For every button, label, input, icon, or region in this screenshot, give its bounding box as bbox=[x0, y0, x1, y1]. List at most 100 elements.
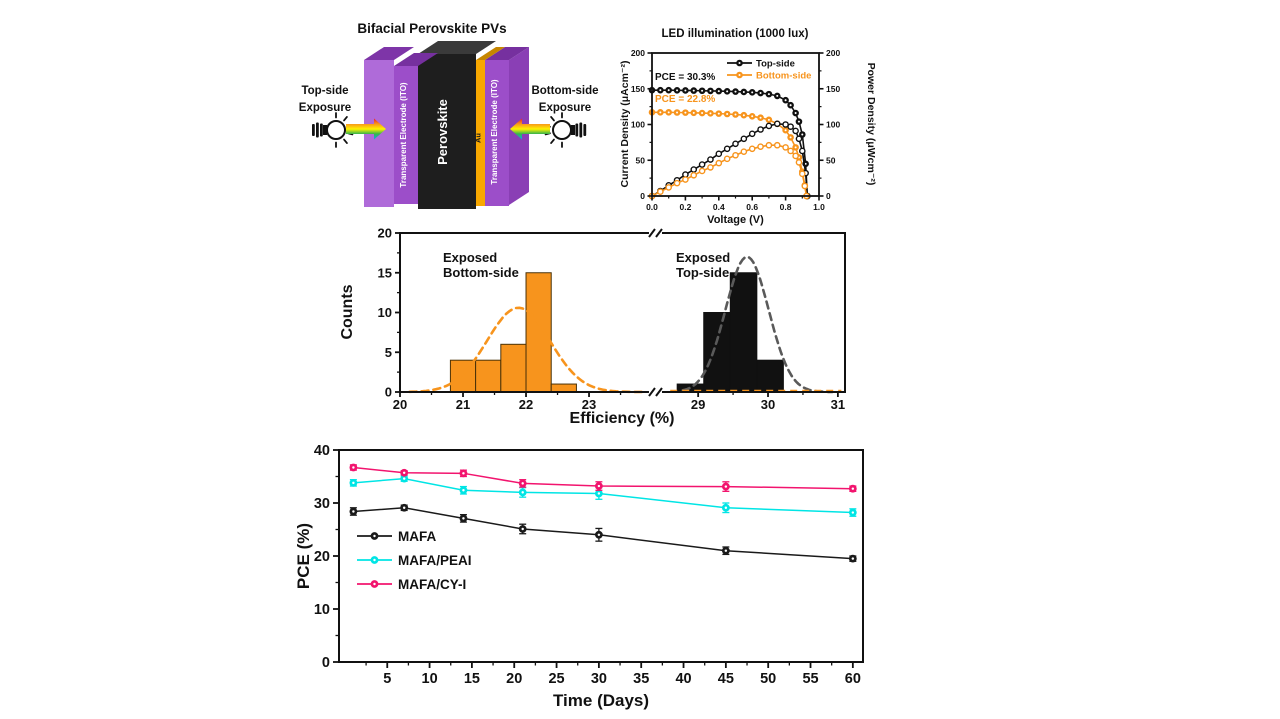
histogram-top-side bbox=[676, 272, 784, 393]
layer-top-face bbox=[476, 47, 505, 60]
data-marker bbox=[707, 156, 714, 163]
data-marker-center bbox=[724, 549, 728, 552]
x-tick-label: 10 bbox=[422, 671, 438, 687]
data-marker bbox=[757, 143, 764, 150]
x-tick-label: 31 bbox=[831, 397, 845, 412]
data-marker-center bbox=[684, 89, 687, 92]
diagram-title: Bifacial Perovskite PVs bbox=[357, 21, 506, 36]
line bbox=[550, 116, 555, 122]
histogram-bar bbox=[500, 343, 527, 393]
data-marker-center bbox=[373, 534, 376, 538]
data-marker bbox=[801, 182, 809, 190]
x-tick-label: 21 bbox=[456, 397, 470, 412]
x-tick-label: 0.4 bbox=[713, 202, 725, 212]
gauss-fit-bottom-side bbox=[408, 306, 644, 394]
data-marker bbox=[787, 147, 794, 155]
bottom-side-exposure-label: Bottom-side bbox=[531, 85, 598, 97]
data-marker bbox=[698, 167, 706, 175]
data-marker bbox=[715, 159, 723, 167]
layer-front-face bbox=[476, 60, 485, 206]
x-tick-label: 1.0 bbox=[813, 202, 825, 212]
data-marker bbox=[782, 144, 789, 151]
bottom-side-exposure-label: Exposure bbox=[539, 102, 591, 114]
data-marker-center bbox=[659, 89, 662, 92]
x-tick-label: 0.6 bbox=[746, 202, 758, 212]
x-tick-label: 20 bbox=[393, 397, 407, 412]
x-tick-label: 30 bbox=[761, 397, 775, 412]
data-marker-center bbox=[759, 92, 762, 95]
data-marker-center bbox=[352, 481, 355, 485]
series-mafa-peai bbox=[349, 474, 857, 517]
au-label: Au bbox=[474, 133, 483, 143]
data-marker bbox=[723, 145, 731, 153]
axis-break-mask bbox=[648, 388, 662, 396]
data-marker-center bbox=[724, 506, 728, 509]
data-marker-center bbox=[402, 506, 406, 509]
right-rainbow-arrow-icon bbox=[510, 118, 550, 140]
data-marker-center bbox=[789, 104, 792, 107]
top-side-exposure-label: Exposure bbox=[299, 102, 351, 114]
data-marker-center bbox=[521, 482, 524, 485]
line bbox=[343, 116, 348, 122]
data-marker-center bbox=[659, 111, 662, 114]
layer-front-face bbox=[418, 54, 476, 209]
data-marker-center bbox=[692, 111, 695, 114]
layer-top-face bbox=[485, 47, 529, 60]
data-marker-center bbox=[851, 511, 855, 514]
layer-front-face bbox=[485, 60, 509, 206]
x-tick-label: 20 bbox=[506, 671, 522, 687]
data-marker bbox=[798, 147, 806, 155]
data-marker-center bbox=[804, 162, 807, 165]
data-marker-center bbox=[742, 114, 745, 117]
data-marker-center bbox=[797, 120, 800, 123]
y-tick-label: 10 bbox=[378, 305, 392, 320]
data-marker-center bbox=[794, 112, 797, 115]
y-tick-label-right: 50 bbox=[826, 155, 836, 165]
x-tick-label: 15 bbox=[464, 671, 480, 687]
histogram-bar bbox=[756, 359, 784, 393]
x-tick-label: 25 bbox=[548, 671, 564, 687]
series-mafa-cy-i bbox=[349, 463, 857, 493]
data-marker-center bbox=[667, 89, 670, 92]
jv-legend-item: Bottom-side bbox=[727, 71, 811, 82]
data-marker bbox=[732, 151, 739, 159]
data-marker-center bbox=[373, 558, 376, 562]
data-marker bbox=[715, 150, 723, 158]
data-marker-center bbox=[717, 112, 720, 115]
data-marker bbox=[740, 148, 748, 155]
pce-annotation: PCE = 22.8% bbox=[655, 94, 715, 105]
histogram-bar bbox=[729, 272, 758, 393]
data-marker-center bbox=[462, 517, 465, 520]
histogram-bar bbox=[550, 383, 577, 393]
jv-legend-item: Top-side bbox=[727, 59, 795, 70]
left-lightbulb-icon bbox=[312, 112, 354, 148]
x-tick-label: 29 bbox=[691, 397, 705, 412]
layer-front-face bbox=[394, 66, 418, 204]
stability-legend-item: MAFA/CY-I bbox=[357, 577, 466, 592]
data-marker-center bbox=[751, 91, 754, 94]
jv-legend-label: Bottom-side bbox=[756, 71, 811, 82]
stability-ylabel: PCE (%) bbox=[295, 523, 313, 589]
data-marker bbox=[723, 155, 731, 163]
data-marker-center bbox=[676, 89, 679, 92]
data-marker-center bbox=[784, 99, 787, 102]
data-marker-center bbox=[352, 510, 355, 513]
ito-left-label: Transparent Electrode (ITO) bbox=[399, 82, 408, 188]
series-line bbox=[651, 144, 808, 197]
data-marker-center bbox=[794, 146, 797, 149]
x-tick-label: 45 bbox=[718, 671, 734, 687]
data-marker-center bbox=[784, 129, 787, 132]
x-tick-label: 60 bbox=[845, 671, 861, 687]
data-marker-center bbox=[738, 61, 741, 65]
data-marker-center bbox=[709, 89, 712, 92]
layer-top-face bbox=[364, 47, 414, 60]
data-marker-center bbox=[352, 466, 355, 469]
data-marker-center bbox=[801, 133, 804, 136]
efficiency-histogram-panel: 20 21 22 23 29 30 31 0 5 10 15 20 Efficiency (%) Coun… bbox=[339, 226, 846, 427]
data-marker bbox=[657, 188, 664, 196]
annotation-bottom-side: Exposed bbox=[443, 250, 497, 265]
data-marker bbox=[765, 122, 773, 130]
jv-chart-panel: LED illumination (1000 lux) 0.0 0.2 0.4 0.6 0… bbox=[619, 28, 877, 226]
series-mafa bbox=[349, 503, 857, 563]
